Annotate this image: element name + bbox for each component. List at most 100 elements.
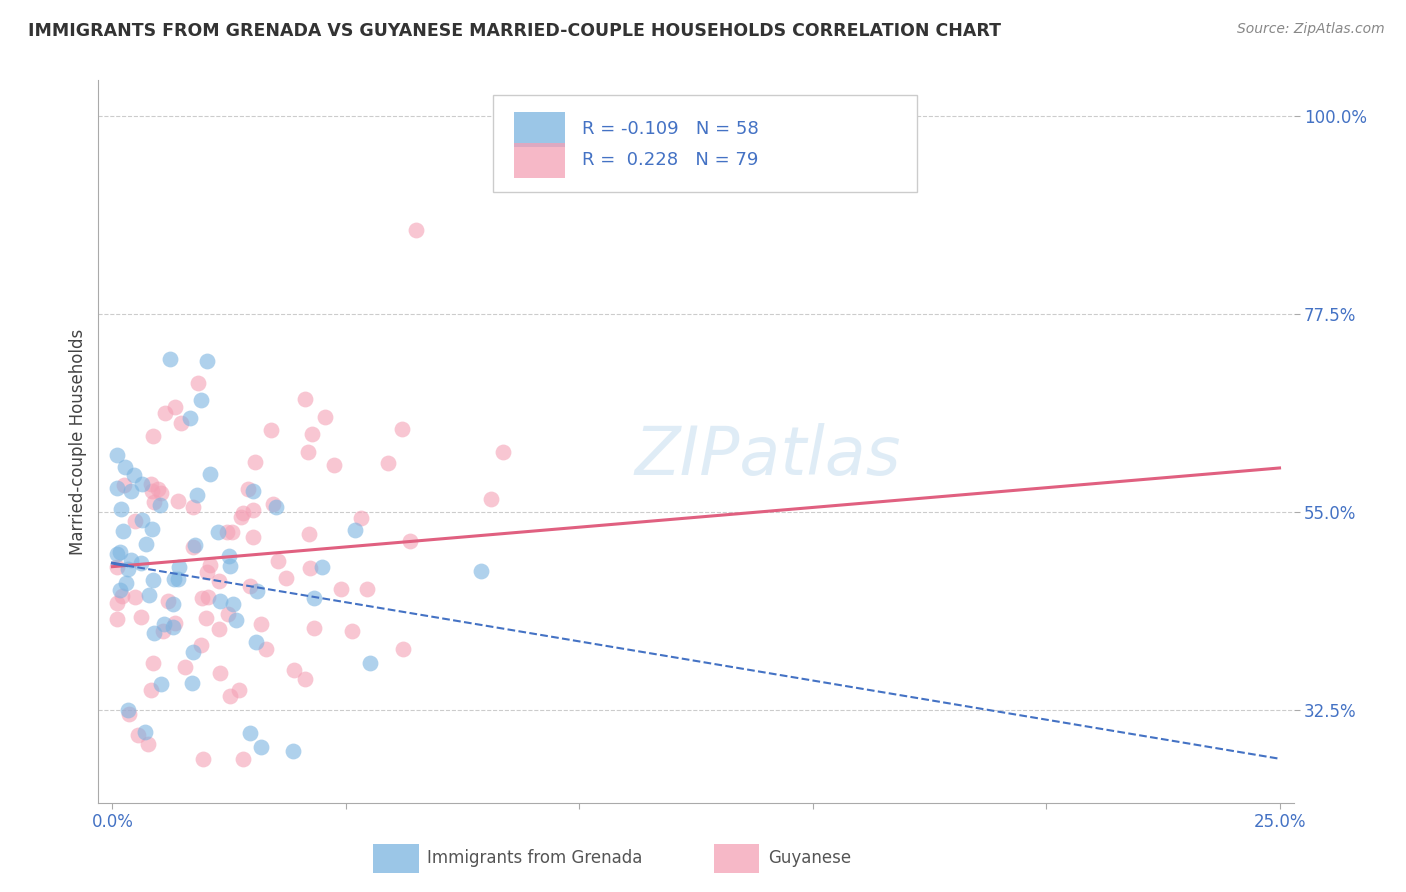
- Point: [239, 579, 262, 593]
- Point: [254, 641, 277, 656]
- Text: Source: ZipAtlas.com: Source: ZipAtlas.com: [1237, 22, 1385, 37]
- FancyBboxPatch shape: [515, 143, 565, 178]
- Point: [209, 665, 232, 680]
- Point: [391, 422, 413, 436]
- Point: [298, 526, 321, 541]
- Point: [238, 482, 260, 496]
- Point: [142, 574, 165, 588]
- Point: [260, 423, 283, 437]
- Point: [105, 596, 128, 610]
- Point: [120, 553, 142, 567]
- Point: [262, 497, 284, 511]
- Point: [187, 376, 209, 391]
- Point: [322, 458, 344, 472]
- Point: [225, 613, 247, 627]
- Point: [405, 223, 427, 237]
- Point: [163, 572, 186, 586]
- Point: [194, 611, 217, 625]
- Point: [242, 502, 264, 516]
- Point: [340, 624, 363, 639]
- Point: [105, 481, 128, 495]
- Point: [377, 456, 399, 470]
- Point: [134, 725, 156, 739]
- Point: [131, 477, 153, 491]
- Point: [167, 559, 190, 574]
- Point: [179, 411, 201, 425]
- Point: [186, 488, 208, 502]
- Point: [302, 591, 325, 605]
- Point: [218, 689, 240, 703]
- Point: [242, 483, 264, 498]
- Point: [120, 484, 142, 499]
- Point: [122, 467, 145, 482]
- Point: [111, 524, 134, 538]
- Point: [139, 683, 162, 698]
- Point: [108, 583, 131, 598]
- Point: [143, 626, 166, 640]
- Point: [149, 499, 172, 513]
- Point: [163, 616, 186, 631]
- Point: [267, 553, 290, 567]
- Point: [167, 573, 190, 587]
- Point: [232, 506, 254, 520]
- Point: [399, 533, 422, 548]
- Point: [217, 607, 239, 621]
- Point: [239, 726, 262, 740]
- Point: [470, 564, 492, 578]
- Point: [190, 393, 212, 408]
- Point: [243, 455, 266, 469]
- Point: [356, 582, 378, 597]
- Point: [162, 620, 184, 634]
- Point: [231, 510, 253, 524]
- Point: [221, 524, 243, 539]
- Point: [249, 739, 271, 754]
- Point: [131, 513, 153, 527]
- Point: [197, 591, 219, 605]
- Point: [138, 588, 160, 602]
- Point: [350, 511, 373, 525]
- Point: [184, 538, 207, 552]
- Point: [159, 352, 181, 367]
- Point: [246, 584, 269, 599]
- Point: [142, 429, 165, 443]
- Point: [329, 582, 352, 596]
- Point: [112, 478, 135, 492]
- Point: [105, 612, 128, 626]
- Point: [124, 514, 146, 528]
- Point: [344, 524, 367, 538]
- Point: [124, 590, 146, 604]
- Point: [142, 656, 165, 670]
- Point: [146, 483, 169, 497]
- Point: [294, 673, 316, 687]
- Point: [245, 635, 267, 649]
- Point: [117, 562, 139, 576]
- Point: [359, 657, 381, 671]
- Point: [110, 502, 132, 516]
- Point: [152, 624, 174, 639]
- Point: [162, 598, 184, 612]
- Point: [190, 638, 212, 652]
- Point: [141, 477, 163, 491]
- Point: [163, 401, 186, 415]
- Point: [298, 561, 321, 575]
- Point: [181, 645, 204, 659]
- Point: [136, 737, 159, 751]
- Point: [153, 405, 176, 419]
- Point: [156, 594, 179, 608]
- FancyBboxPatch shape: [494, 95, 917, 193]
- Point: [152, 617, 174, 632]
- Point: [283, 663, 305, 677]
- Point: [242, 530, 264, 544]
- Point: [105, 547, 128, 561]
- Point: [143, 495, 166, 509]
- Point: [311, 560, 333, 574]
- Point: [208, 594, 231, 608]
- Point: [297, 445, 319, 459]
- Point: [181, 500, 204, 514]
- Point: [314, 409, 336, 424]
- Text: Guyanese: Guyanese: [768, 849, 851, 867]
- Point: [294, 392, 316, 406]
- Point: [232, 752, 254, 766]
- Point: [150, 677, 173, 691]
- Point: [127, 728, 149, 742]
